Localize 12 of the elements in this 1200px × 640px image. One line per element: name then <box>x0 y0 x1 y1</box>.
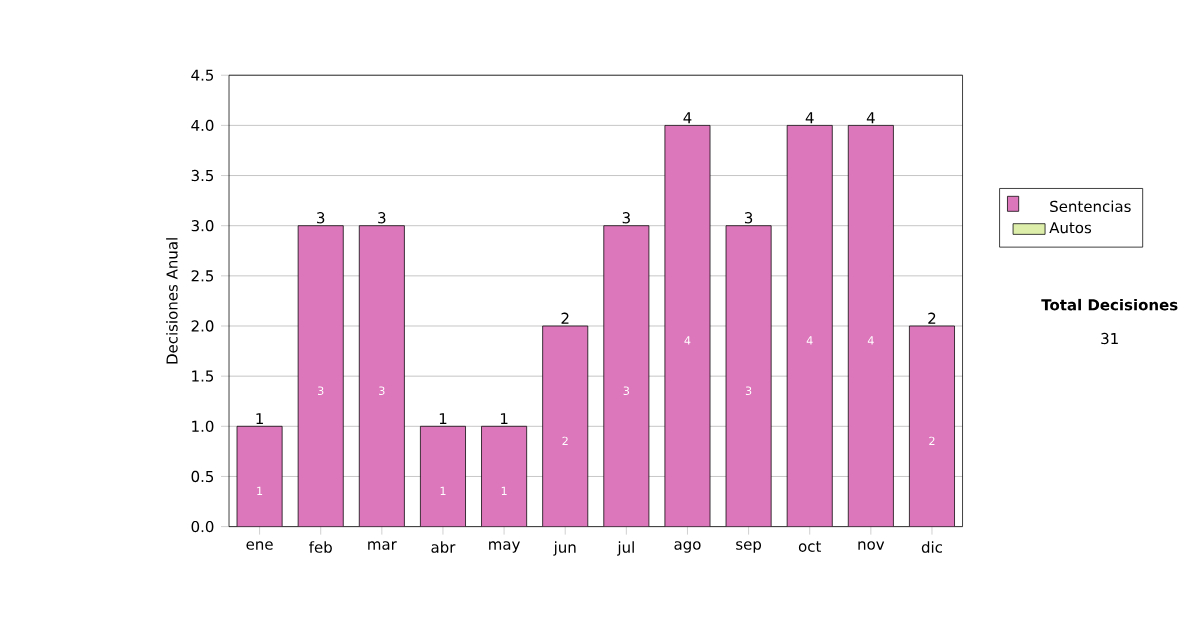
bar <box>420 426 466 527</box>
bar <box>481 426 527 527</box>
bar <box>909 325 955 527</box>
bar <box>237 426 283 527</box>
bar <box>848 125 894 527</box>
bar <box>359 225 405 527</box>
bar <box>603 225 649 527</box>
bar <box>664 125 711 527</box>
bar <box>787 125 833 527</box>
bar <box>298 225 344 527</box>
bar <box>542 326 588 527</box>
bar <box>726 225 772 527</box>
